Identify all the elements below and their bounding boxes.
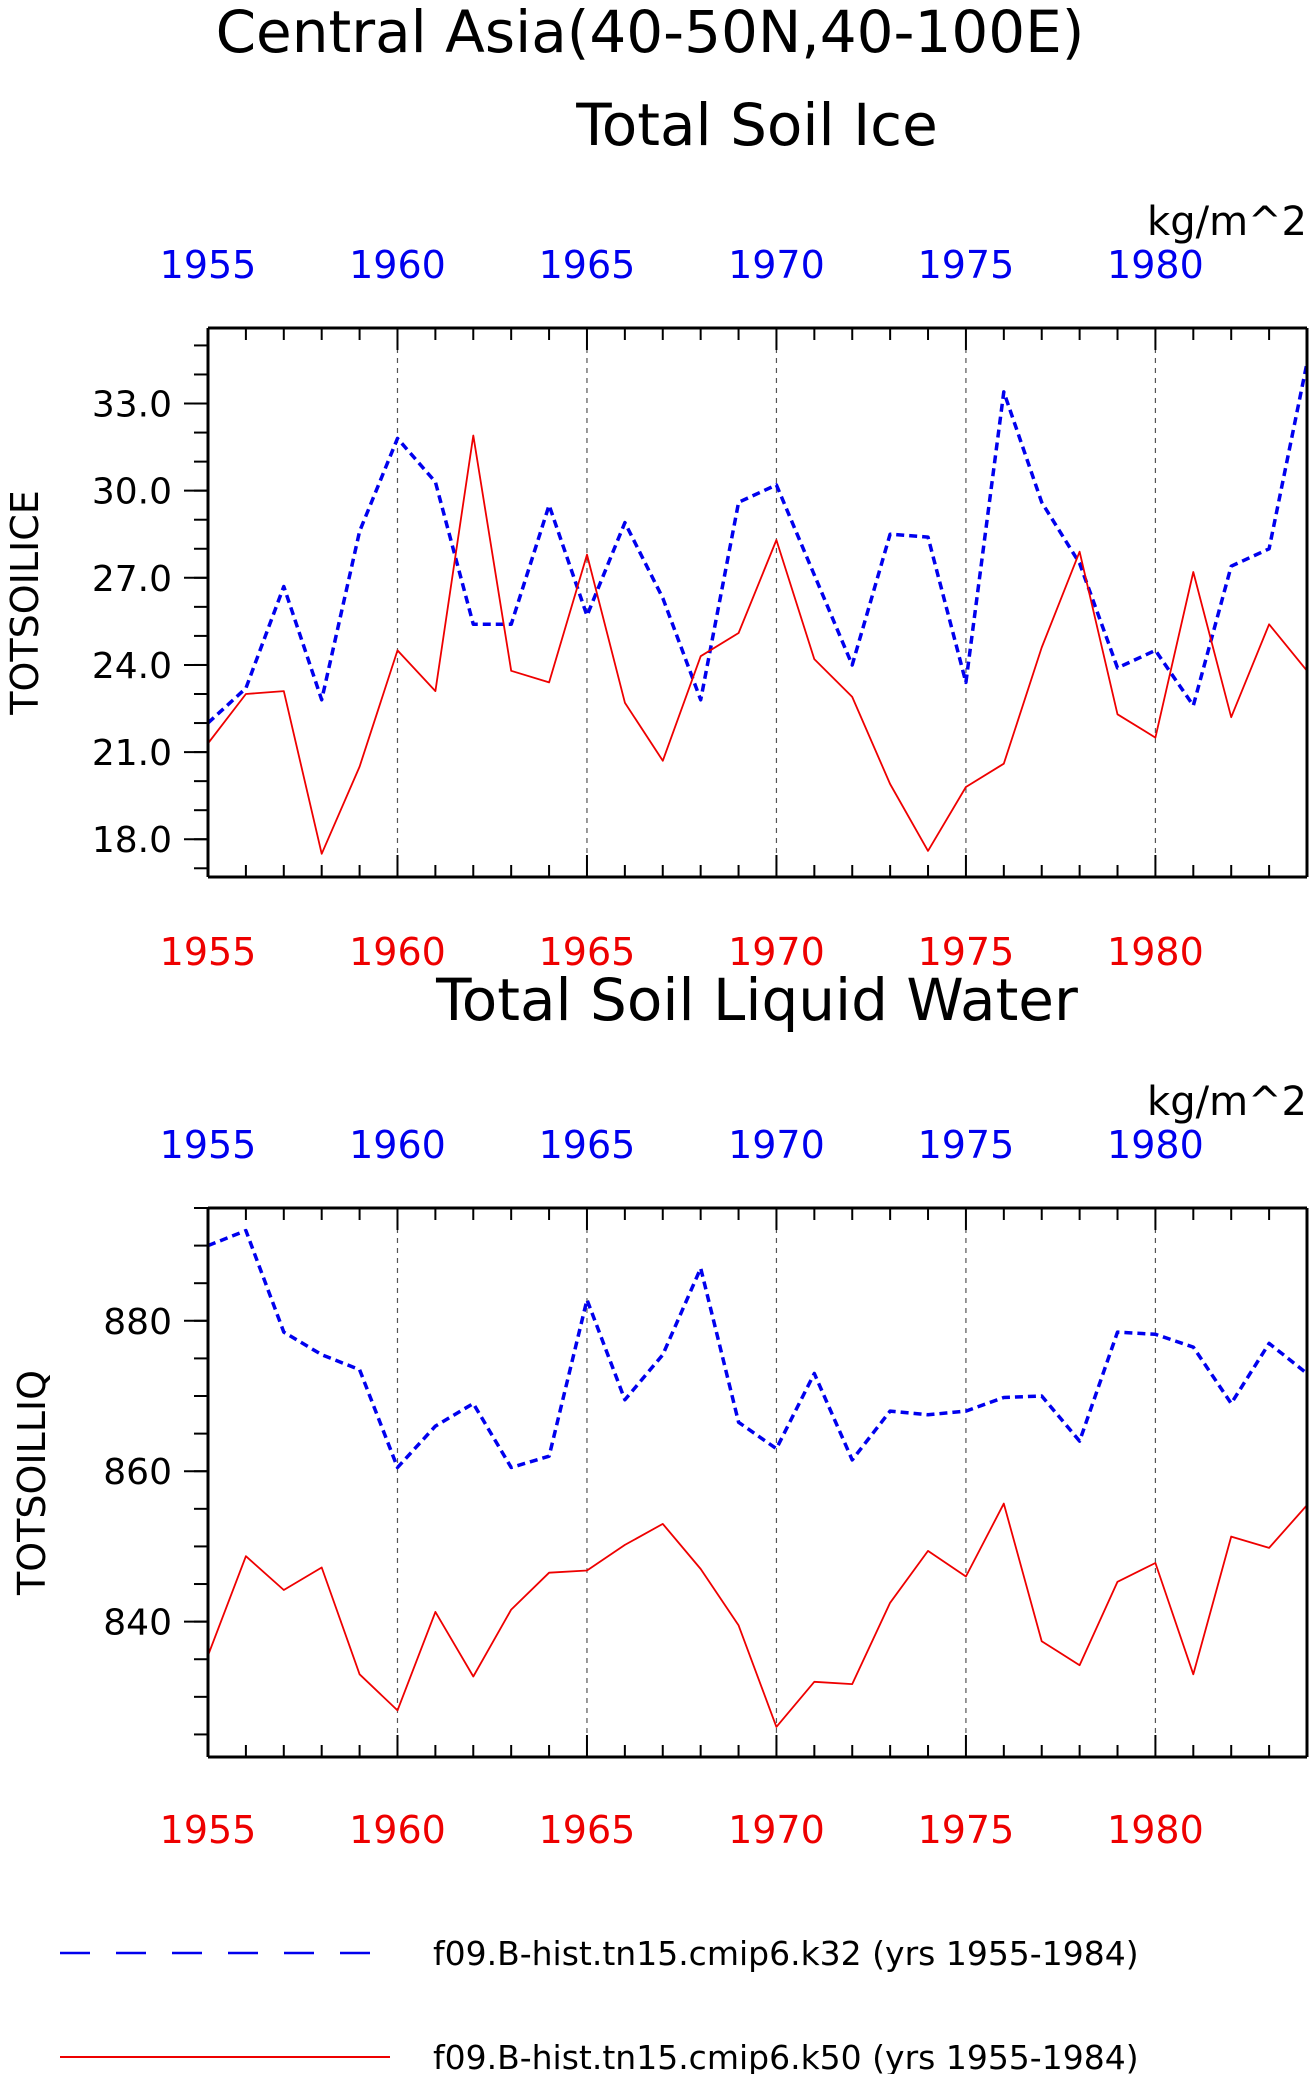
x-bottom-tick-label: 1975 bbox=[918, 930, 1015, 974]
x-top-tick-label: 1965 bbox=[539, 243, 636, 287]
series-line-k50 bbox=[208, 1502, 1307, 1728]
x-top-tick-label: 1960 bbox=[349, 243, 446, 287]
series-group bbox=[208, 1228, 1307, 1728]
x-bottom-tick-label: 1965 bbox=[539, 930, 636, 974]
x-top-tick-label: 1980 bbox=[1107, 243, 1204, 287]
y-tick-label: 33.0 bbox=[92, 385, 172, 426]
y-tick-label: 18.0 bbox=[92, 820, 172, 861]
series-line-k32 bbox=[208, 362, 1307, 725]
x-bottom-tick-label: 1980 bbox=[1107, 930, 1204, 974]
legend-label-1: f09.B-hist.tn15.cmip6.k32 (yrs 1955-1984… bbox=[433, 1934, 1139, 1973]
chart-title: Total Soil Ice bbox=[575, 91, 938, 159]
panels: Total Soil Ice kg/m^2 TOTSOILICE 18.0 21.0 24… bbox=[3, 91, 1309, 1852]
y-tick-label: 30.0 bbox=[92, 472, 172, 513]
x-bottom-tick-label: 1955 bbox=[160, 1808, 257, 1852]
x-top-tick-label: 1955 bbox=[160, 243, 257, 287]
y-tick-label: 27.0 bbox=[92, 559, 172, 600]
x-top-tick-label: 1970 bbox=[728, 243, 825, 287]
x-top-tick-label: 1975 bbox=[918, 1123, 1015, 1167]
x-bottom-tick-label: 1970 bbox=[728, 930, 825, 974]
x-top-tick-label: 1965 bbox=[539, 1123, 636, 1167]
x-bottom-tick-label: 1975 bbox=[918, 1808, 1015, 1852]
figure-title: Central Asia(40-50N,40-100E) bbox=[216, 0, 1085, 66]
chart-panel-1: Total Soil Ice kg/m^2 TOTSOILICE 18.0 21.0 24… bbox=[3, 91, 1309, 974]
chart-panel-2: Total Soil Liquid Water kg/m^2 TOTSOILLIQ 8… bbox=[10, 966, 1309, 1852]
legend: f09.B-hist.tn15.cmip6.k32 (yrs 1955-1984… bbox=[60, 1934, 1139, 2074]
y-axis-label: TOTSOILICE bbox=[3, 490, 47, 716]
x-bottom-tick-label: 1965 bbox=[539, 1808, 636, 1852]
x-top-tick-label: 1955 bbox=[160, 1123, 257, 1167]
x-top-tick-label: 1980 bbox=[1107, 1123, 1204, 1167]
x-top-tick-label: 1970 bbox=[728, 1123, 825, 1167]
x-bottom-tick-label: 1980 bbox=[1107, 1808, 1204, 1852]
y-tick-label: 21.0 bbox=[92, 733, 172, 774]
x-bottom-tick-label: 1970 bbox=[728, 1808, 825, 1852]
series-line-k50 bbox=[208, 434, 1307, 855]
y-axis-label: TOTSOILLIQ bbox=[10, 1370, 54, 1596]
x-top-tick-label: 1960 bbox=[349, 1123, 446, 1167]
x-bottom-tick-label: 1960 bbox=[349, 930, 446, 974]
x-top-tick-label: 1975 bbox=[918, 243, 1015, 287]
y-tick-label: 860 bbox=[103, 1452, 172, 1493]
series-group bbox=[208, 362, 1307, 855]
legend-label-2: f09.B-hist.tn15.cmip6.k50 (yrs 1955-1984… bbox=[433, 2038, 1139, 2074]
y-tick-label: 24.0 bbox=[92, 646, 172, 687]
x-bottom-tick-label: 1955 bbox=[160, 930, 257, 974]
series-line-k32 bbox=[208, 1228, 1307, 1470]
y-tick-label: 840 bbox=[103, 1603, 172, 1644]
units-label: kg/m^2 bbox=[1147, 199, 1307, 245]
x-bottom-tick-label: 1960 bbox=[349, 1808, 446, 1852]
y-tick-label: 880 bbox=[103, 1302, 172, 1343]
chart-title: Total Soil Liquid Water bbox=[435, 966, 1078, 1034]
units-label: kg/m^2 bbox=[1147, 1079, 1307, 1125]
